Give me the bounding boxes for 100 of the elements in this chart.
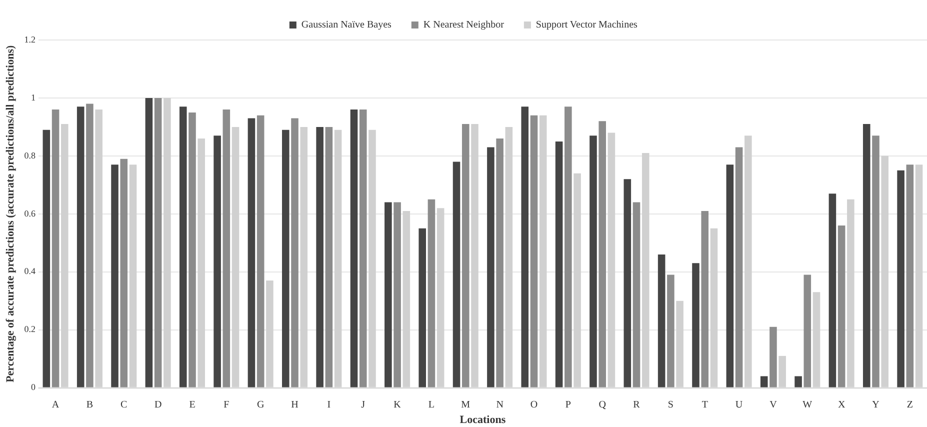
bar [86, 104, 94, 388]
bar [521, 106, 529, 388]
bar [232, 126, 240, 388]
legend-label: Gaussian Naïve Bayes [301, 20, 392, 31]
bar [812, 292, 820, 388]
x-tick-label: W [802, 399, 813, 410]
bar [642, 153, 650, 388]
bar [632, 202, 640, 388]
y-tick-label: 1.2 [24, 34, 36, 44]
x-tick-label: F [224, 399, 230, 410]
y-tick-label: 0.6 [24, 208, 36, 218]
bar [530, 115, 538, 388]
x-tick-label: L [428, 399, 435, 410]
legend-label: Support Vector Machines [536, 20, 638, 31]
bar [154, 98, 162, 388]
bar [282, 130, 290, 388]
bar [394, 202, 401, 388]
bar [316, 126, 324, 388]
bar [701, 211, 709, 388]
x-tick-label: V [770, 399, 778, 410]
bar [487, 147, 494, 388]
bar [564, 106, 572, 388]
x-tick-label: K [394, 399, 402, 410]
y-tick-label: 0.8 [24, 150, 36, 160]
bar [658, 254, 666, 388]
bar [300, 126, 308, 388]
bar [52, 110, 60, 388]
bar [744, 136, 752, 388]
bar [726, 164, 734, 388]
bar [804, 274, 812, 388]
bar [692, 263, 700, 388]
x-tick-label: C [120, 399, 128, 410]
bar [847, 199, 854, 388]
bar [608, 132, 616, 388]
bar [266, 280, 274, 388]
bar [555, 141, 563, 388]
bar [598, 121, 606, 388]
bar [256, 115, 264, 388]
bar [471, 124, 478, 388]
x-tick-label: E [189, 399, 196, 410]
bar [838, 225, 846, 388]
bar [778, 356, 786, 388]
bar [198, 138, 205, 388]
x-tick-label: N [496, 399, 504, 410]
y-axis-title: Percentage of accurate predictions (accurate predictions/all predictions) [4, 45, 16, 382]
x-tick-label: O [530, 399, 538, 410]
bar [462, 124, 470, 388]
bar [384, 202, 392, 388]
bar [428, 199, 436, 388]
bar [42, 130, 50, 388]
x-tick-label: U [735, 399, 744, 410]
bar [248, 118, 256, 388]
bar [436, 208, 444, 388]
bar [794, 376, 802, 388]
x-tick-label: X [838, 399, 846, 410]
bar [574, 173, 581, 388]
bar [881, 156, 888, 388]
bar [735, 147, 743, 388]
bar [222, 110, 230, 388]
bar [906, 164, 914, 388]
bar [872, 136, 880, 388]
bar [676, 300, 684, 388]
x-tick-label: J [361, 399, 366, 410]
x-tick-label: A [52, 399, 60, 410]
y-tick-label: 0.2 [24, 324, 36, 334]
x-tick-label: R [633, 399, 640, 410]
x-tick-label: G [256, 399, 264, 410]
bar [760, 376, 768, 388]
bar [402, 211, 410, 388]
bar [350, 110, 358, 388]
bar [667, 274, 674, 388]
x-tick-label: I [327, 399, 331, 410]
bar [334, 130, 342, 388]
bar [76, 106, 84, 388]
bar [915, 164, 923, 388]
x-tick-label: D [154, 399, 162, 410]
bar [188, 112, 196, 388]
x-tick-label: M [461, 399, 470, 410]
x-tick-label: Y [872, 399, 880, 410]
x-axis-title: Locations [460, 414, 506, 426]
bar [325, 126, 333, 388]
bar [120, 158, 128, 388]
bar [95, 110, 102, 388]
bar [145, 98, 153, 388]
bar [862, 124, 870, 388]
bar [418, 228, 426, 388]
x-tick-label: P [565, 399, 572, 410]
bar [359, 110, 367, 388]
bar [164, 98, 171, 388]
bar [770, 326, 777, 388]
bar [590, 136, 597, 388]
bar [710, 228, 718, 388]
bar [624, 179, 632, 388]
bar [828, 194, 836, 388]
bar [505, 126, 513, 388]
x-tick-label: B [86, 399, 94, 410]
bar [291, 118, 298, 388]
bar [111, 164, 118, 388]
bar [179, 106, 187, 388]
bar [897, 170, 904, 388]
